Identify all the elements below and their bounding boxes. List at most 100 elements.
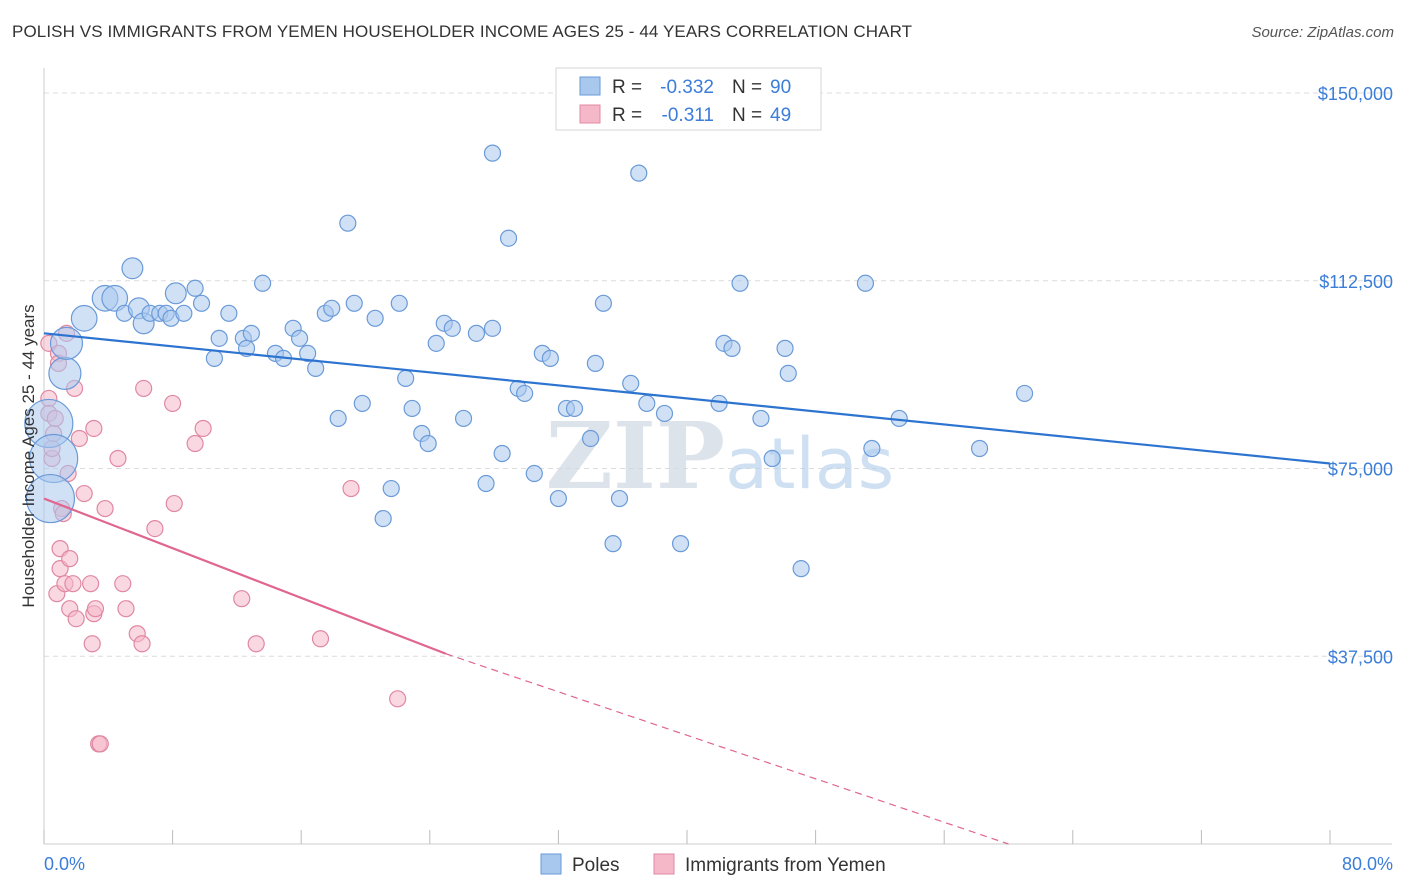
x-tick-label-start: 0.0% (44, 854, 85, 874)
poles-point (25, 473, 76, 524)
y-axis-title: Householder Income Ages 25 - 44 years (19, 304, 38, 607)
yemen-point (146, 519, 164, 538)
poles-point (366, 309, 384, 327)
yemen-point (342, 479, 360, 498)
poles-point (49, 326, 84, 360)
poles-point (290, 329, 309, 347)
yemen-trend-line (43, 497, 447, 655)
y-tick-label: $37,500 (1328, 647, 1393, 667)
poles-point (175, 304, 193, 322)
poles-point (856, 274, 875, 292)
poles-point (390, 294, 408, 312)
poles-point (242, 324, 260, 342)
yemen-point (85, 419, 103, 438)
poles-point (323, 299, 341, 317)
poles-point (427, 334, 445, 352)
yemen-point (133, 635, 151, 653)
poles-point (516, 384, 534, 403)
poles-point (70, 304, 98, 332)
yemen-point (82, 575, 100, 593)
yemen-point (186, 434, 204, 453)
poles-point (779, 364, 797, 382)
y-tick-label: $112,500 (1319, 272, 1393, 292)
poles-point (671, 535, 690, 553)
poles-point (610, 489, 629, 508)
poles-point (863, 439, 881, 458)
yemen-point (311, 630, 330, 648)
legend-n-label: N = (732, 105, 762, 126)
poles-point (477, 474, 495, 493)
legend-r-label: R = (612, 105, 642, 126)
poles-point (101, 284, 129, 312)
y-tick-label: $150,000 (1318, 84, 1393, 104)
yemen-point (389, 690, 407, 708)
poles-point (121, 257, 144, 280)
poles-point (493, 444, 511, 463)
poles-point (565, 399, 584, 418)
poles-point (776, 339, 794, 357)
poles-point (443, 319, 461, 337)
poles-point (419, 434, 437, 453)
poles-point (710, 394, 728, 413)
yemen-point (61, 550, 79, 568)
poles-point (483, 319, 502, 337)
watermark: ZIPatlas (546, 402, 895, 510)
poles-trend-line (43, 332, 1331, 465)
poles-point (382, 479, 400, 498)
poles-point (723, 339, 741, 357)
poles-point (630, 164, 648, 182)
trend-lines (43, 332, 1331, 845)
poles-point (192, 294, 211, 312)
poles-point (525, 464, 543, 483)
yemen-point (75, 484, 93, 503)
poles-point (752, 409, 770, 428)
yemen-point (109, 449, 127, 468)
yemen-point (86, 600, 105, 618)
yemen-point (96, 499, 114, 518)
poles-point (254, 274, 272, 292)
yemen-point (67, 610, 85, 628)
bottom-legend-swatch (540, 853, 562, 875)
y-tick-labels: $37,500 $75,000 $112,500 $150,000 (1318, 84, 1393, 667)
gridlines (44, 92, 1392, 657)
yemen-point (135, 379, 153, 398)
poles-point (594, 294, 613, 312)
yemen-point (233, 590, 251, 608)
poles-point (499, 229, 518, 247)
poles-point (454, 409, 473, 428)
watermark-atlas: atlas (725, 423, 894, 505)
poles-point (48, 356, 82, 390)
poles-point (549, 489, 568, 508)
poles-point (638, 394, 656, 413)
poles-point (397, 369, 415, 387)
legend-swatch (579, 76, 601, 96)
legend-r-value: -0.332 (660, 77, 714, 98)
poles-point (210, 329, 228, 347)
x-tick-labels: 0.0% 80.0% (44, 854, 1393, 874)
poles-point (763, 449, 781, 468)
x-ticks (43, 830, 1331, 844)
yemen-point (70, 429, 88, 448)
yemen-point (114, 575, 132, 593)
legend-r-value: -0.311 (662, 105, 714, 126)
poles-point (581, 429, 600, 448)
poles-point (403, 399, 421, 418)
poles-point (483, 144, 502, 162)
x-tick-label-end: 80.0% (1342, 854, 1393, 874)
poles-point (586, 354, 604, 372)
data-points (24, 144, 1034, 753)
poles-point (345, 294, 363, 312)
yemen-point (91, 735, 109, 753)
chart-title: POLISH VS IMMIGRANTS FROM YEMEN HOUSEHOL… (12, 22, 913, 41)
legend-n-value: 49 (770, 105, 791, 126)
poles-point (792, 560, 810, 578)
yemen-point (83, 635, 101, 653)
poles-point (220, 304, 238, 322)
bottom-legend: Poles Immigrants from Yemen (540, 853, 886, 876)
poles-point (970, 439, 989, 458)
y-tick-label: $75,000 (1328, 460, 1393, 480)
bottom-legend-label: Immigrants from Yemen (685, 855, 886, 876)
legend-box: R = -0.332 N = 90 R = -0.311 N = 49 (555, 67, 822, 131)
yemen-point (194, 419, 212, 438)
